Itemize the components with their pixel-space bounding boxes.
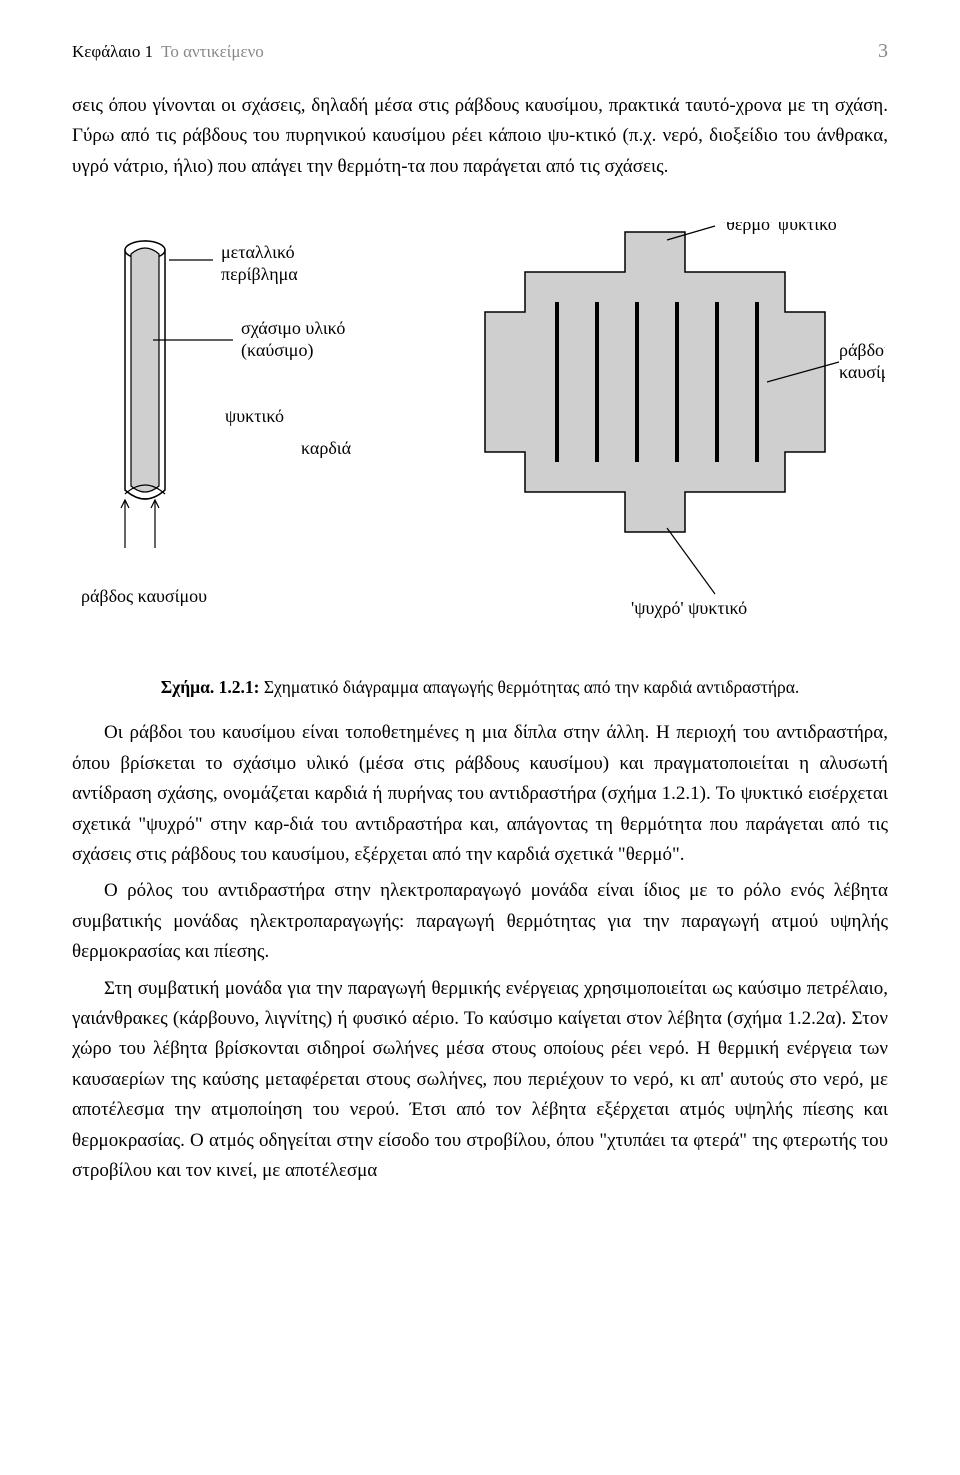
label-fissile-l1: σχάσιμο υλικό: [241, 318, 345, 338]
label-core: καρδιά: [301, 438, 352, 458]
page-number: 3: [878, 40, 888, 63]
label-metal-cladding-l2: περίβλημα: [221, 264, 298, 284]
paragraph-2: Οι ράβδοι του καυσίμου είναι τοποθετημέν…: [72, 718, 888, 870]
reactor-diagram: μεταλλικό περίβλημα σχάσιμο υλικό (καύσι…: [75, 222, 885, 662]
running-header: Κεφάλαιο 1 Το αντικείμενο 3: [72, 40, 888, 63]
fuel-rod-cylinder: [125, 241, 165, 499]
chapter-label: Κεφάλαιο 1: [72, 42, 153, 62]
label-fuel-rods-l2: καυσίμου: [839, 362, 885, 382]
label-hot-coolant: 'θερμό' ψυκτικό: [723, 222, 837, 234]
label-metal-cladding-l1: μεταλλικό: [221, 242, 295, 262]
figure-1-2-1: μεταλλικό περίβλημα σχάσιμο υλικό (καύσι…: [72, 222, 888, 700]
label-coolant: ψυκτικό: [225, 406, 284, 426]
label-fuel-rods-l1: ράβδοι: [839, 340, 885, 360]
figure-caption-lead: Σχήμα. 1.2.1:: [161, 677, 260, 697]
label-fissile-l2: (καύσιμο): [241, 340, 313, 361]
page: Κεφάλαιο 1 Το αντικείμενο 3 σεις όπου γί…: [0, 0, 960, 1475]
label-cold-coolant: 'ψυχρό' ψυκτικό: [631, 598, 747, 618]
label-fuel-rod-single: ράβδος καυσίμου: [81, 586, 207, 606]
reactor-core-block: [485, 232, 825, 532]
paragraph-3: Ο ρόλος του αντιδραστήρα στην ηλεκτροπαρ…: [72, 876, 888, 967]
figure-caption: Σχήμα. 1.2.1: Σχηματικό διάγραμμα απαγωγ…: [72, 674, 888, 700]
figure-caption-rest: Σχηματικό διάγραμμα απαγωγής θερμότητας …: [264, 677, 799, 697]
paragraph-1: σεις όπου γίνονται οι σχάσεις, δηλαδή μέ…: [72, 91, 888, 182]
subject-label: Το αντικείμενο: [161, 42, 264, 62]
paragraph-4: Στη συμβατική μονάδα για την παραγωγή θε…: [72, 974, 888, 1187]
